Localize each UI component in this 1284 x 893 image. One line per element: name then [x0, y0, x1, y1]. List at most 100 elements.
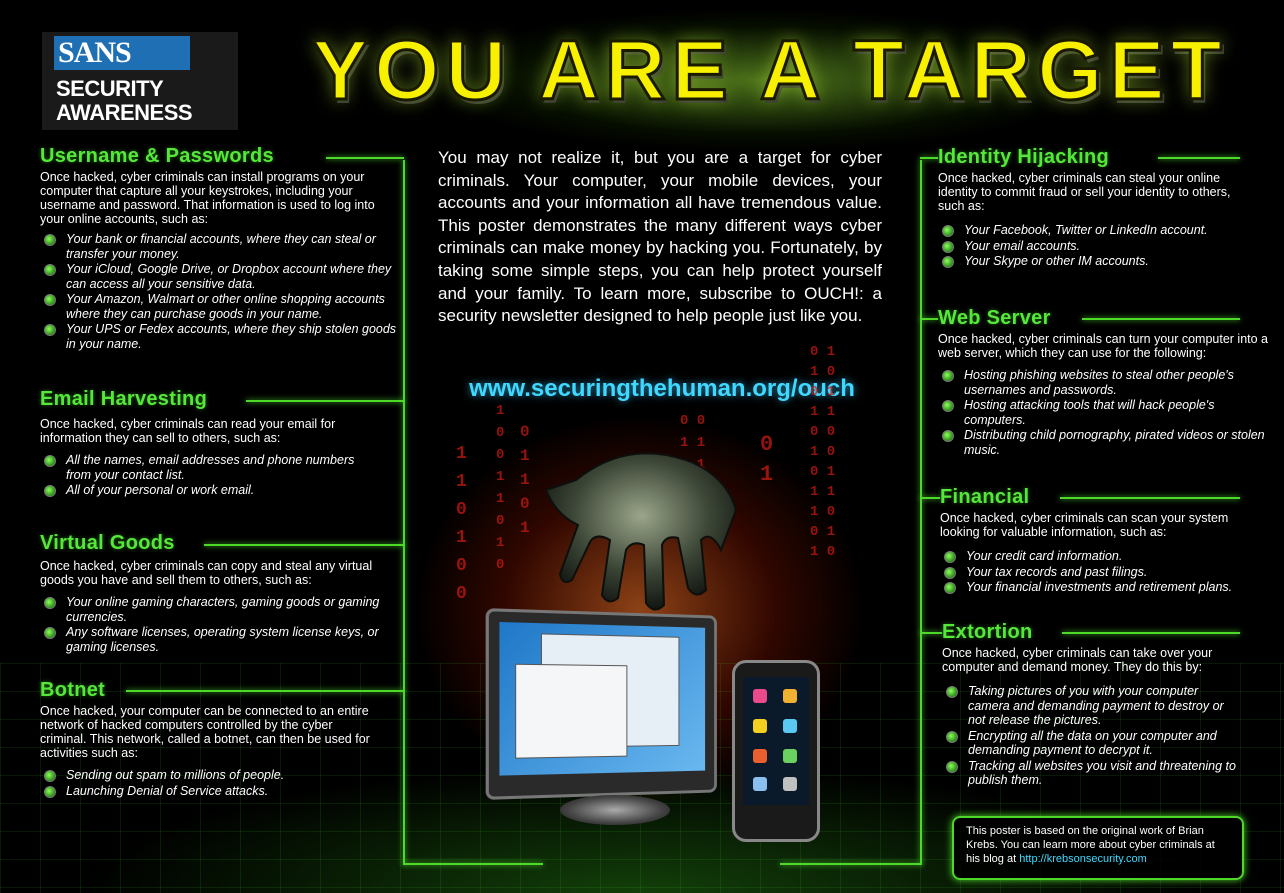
section-list: Sending out spam to millions of people. … — [40, 768, 380, 798]
credit-text: This poster is based on the original wor… — [966, 825, 1215, 865]
section-desc: Once hacked, cyber criminals can take ov… — [942, 646, 1213, 674]
app-icon — [783, 777, 797, 791]
section-title: Financial — [940, 486, 1030, 508]
section-list: Taking pictures of you with your compute… — [942, 684, 1242, 788]
section-username-passwords: Username & Passwords Once hacked, cyber … — [40, 145, 400, 352]
section-title: Virtual Goods — [40, 532, 175, 554]
section-desc: Once hacked, cyber criminals can install… — [40, 170, 375, 226]
bullet-icon — [44, 324, 56, 336]
list-item: Distributing child pornography, pirated … — [938, 428, 1268, 457]
list-item: Your financial investments and retiremen… — [940, 580, 1250, 595]
list-item: Hosting attacking tools that will hack p… — [938, 398, 1268, 427]
list-item: Sending out spam to millions of people. — [40, 768, 380, 783]
app-icon — [753, 689, 767, 703]
list-item: Encrypting all the data on your computer… — [942, 729, 1242, 758]
bullet-icon — [946, 686, 958, 698]
bullet-icon — [44, 294, 56, 306]
bullet-icon — [942, 225, 954, 237]
bullet-icon — [942, 370, 954, 382]
frame-line-bottom-right — [780, 863, 922, 865]
list-item: All the names, email addresses and phone… — [40, 453, 380, 482]
bullet-icon — [44, 597, 56, 609]
krebs-link[interactable]: http://krebsonsecurity.com — [1019, 853, 1147, 865]
section-title: Identity Hijacking — [938, 146, 1109, 168]
bullet-icon — [44, 264, 56, 276]
list-item: Taking pictures of you with your compute… — [942, 684, 1242, 728]
rule-extortion — [920, 632, 942, 634]
section-list: Your online gaming characters, gaming go… — [40, 595, 380, 654]
logo-line-2: AWARENESS — [56, 100, 193, 125]
section-title: Extortion — [942, 621, 1033, 643]
section-email-harvesting: Email Harvesting Once hacked, cyber crim… — [40, 388, 380, 499]
section-title: Botnet — [40, 679, 106, 701]
list-item: Your email accounts. — [938, 239, 1256, 254]
rule-webserver-end — [1082, 318, 1240, 320]
section-title: Web Server — [938, 307, 1051, 329]
bullet-icon — [942, 430, 954, 442]
sans-logo: SANS SECURITY AWARENESS — [42, 32, 238, 130]
rule-identity — [920, 157, 938, 159]
phone-screen — [743, 677, 809, 805]
section-desc: Once hacked, cyber criminals can scan yo… — [940, 511, 1229, 539]
bullet-icon — [944, 551, 956, 563]
section-web-server: Web Server Once hacked, cyber criminals … — [938, 307, 1268, 458]
app-icon — [783, 689, 797, 703]
app-icon — [783, 719, 797, 733]
section-desc: Once hacked, cyber criminals can read yo… — [40, 417, 336, 445]
bullet-icon — [44, 455, 56, 467]
bullet-icon — [44, 785, 56, 798]
frame-line-right — [920, 160, 922, 865]
section-desc: Once hacked, cyber criminals can turn yo… — [938, 332, 1269, 360]
app-icon — [753, 777, 767, 791]
rule-identity-end — [1158, 157, 1240, 159]
section-list: Your credit card information. Your tax r… — [940, 549, 1250, 595]
bullet-icon — [944, 566, 956, 579]
rule-financial-end — [1060, 497, 1240, 499]
frame-line-bottom-left — [403, 863, 543, 865]
section-list: All the names, email addresses and phone… — [40, 453, 380, 498]
section-title: Email Harvesting — [40, 388, 208, 410]
section-desc: Once hacked, your computer can be connec… — [40, 704, 370, 760]
list-item: Launching Denial of Service attacks. — [40, 784, 380, 799]
list-item: Your UPS or Fedex accounts, where they s… — [40, 322, 400, 351]
rule-virtual — [204, 544, 404, 546]
hacker-hand-illustration — [544, 452, 738, 611]
bullet-icon — [942, 256, 954, 268]
section-desc: Once hacked, cyber criminals can steal y… — [938, 171, 1231, 213]
monitor-stand — [560, 795, 670, 825]
list-item: Your Amazon, Walmart or other online sho… — [40, 292, 400, 321]
rule-extortion-end — [1062, 632, 1240, 634]
computer-monitor-illustration — [485, 608, 717, 800]
section-botnet: Botnet Once hacked, your computer can be… — [40, 679, 380, 799]
bullet-icon — [946, 730, 958, 743]
rule-financial — [920, 497, 940, 499]
bullet-icon — [44, 770, 56, 782]
bullet-icon — [942, 400, 954, 412]
list-item: Your Facebook, Twitter or LinkedIn accou… — [938, 223, 1256, 238]
section-list: Your bank or financial accounts, where t… — [40, 232, 400, 351]
section-title: Username & Passwords — [40, 145, 274, 167]
app-icon — [783, 749, 797, 763]
window-illustration — [515, 663, 628, 759]
frame-line-left — [403, 160, 405, 865]
monitor-screen — [499, 622, 706, 776]
section-desc: Once hacked, cyber criminals can copy an… — [40, 559, 373, 587]
ouch-url[interactable]: www.securingthehuman.org/ouch — [469, 375, 855, 402]
poster-title: YOU ARE A TARGET — [311, 22, 1228, 119]
list-item: Your online gaming characters, gaming go… — [40, 595, 380, 624]
app-icon — [753, 719, 767, 733]
section-virtual-goods: Virtual Goods Once hacked, cyber crimina… — [40, 532, 380, 655]
list-item: Your bank or financial accounts, where t… — [40, 232, 400, 261]
list-item: Tracking all websites you visit and thre… — [942, 759, 1242, 788]
rule-username — [326, 157, 404, 159]
logo-brand: SANS — [54, 36, 190, 70]
list-item: Your iCloud, Google Drive, or Dropbox ac… — [40, 262, 400, 291]
list-item: Your tax records and past filings. — [940, 565, 1250, 580]
app-icon — [753, 749, 767, 763]
list-item: Any software licenses, operating system … — [40, 625, 380, 654]
section-financial: Financial Once hacked, cyber criminals c… — [940, 486, 1250, 596]
